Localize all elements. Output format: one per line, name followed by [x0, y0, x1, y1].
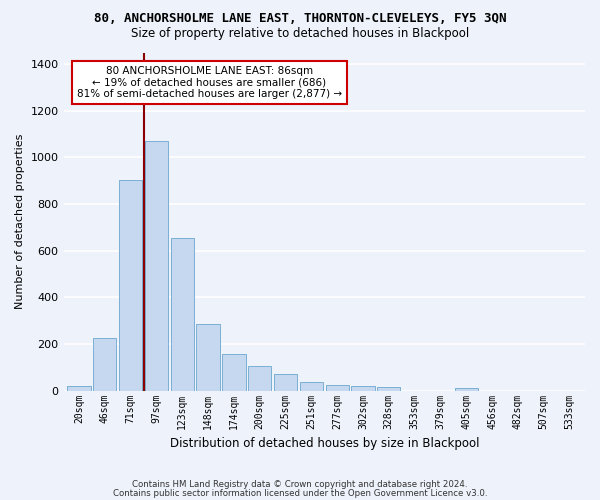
Bar [352, 386, 374, 390]
Text: 80 ANCHORSHOLME LANE EAST: 86sqm
← 19% of detached houses are smaller (686)
81% : 80 ANCHORSHOLME LANE EAST: 86sqm ← 19% o… [77, 66, 342, 99]
Bar [170, 238, 194, 390]
Bar [300, 382, 323, 390]
Bar [377, 387, 400, 390]
Bar [196, 324, 220, 390]
X-axis label: Distribution of detached houses by size in Blackpool: Distribution of detached houses by size … [170, 437, 479, 450]
Bar [119, 180, 142, 390]
Text: Contains HM Land Registry data © Crown copyright and database right 2024.: Contains HM Land Registry data © Crown c… [132, 480, 468, 489]
Text: Contains public sector information licensed under the Open Government Licence v3: Contains public sector information licen… [113, 488, 487, 498]
Text: 80, ANCHORSHOLME LANE EAST, THORNTON-CLEVELEYS, FY5 3QN: 80, ANCHORSHOLME LANE EAST, THORNTON-CLE… [94, 12, 506, 26]
Text: Size of property relative to detached houses in Blackpool: Size of property relative to detached ho… [131, 28, 469, 40]
Bar [67, 386, 91, 390]
Bar [326, 385, 349, 390]
Bar [274, 374, 297, 390]
Bar [93, 338, 116, 390]
Y-axis label: Number of detached properties: Number of detached properties [15, 134, 25, 310]
Bar [248, 366, 271, 390]
Bar [223, 354, 245, 390]
Bar [455, 388, 478, 390]
Bar [145, 141, 168, 390]
